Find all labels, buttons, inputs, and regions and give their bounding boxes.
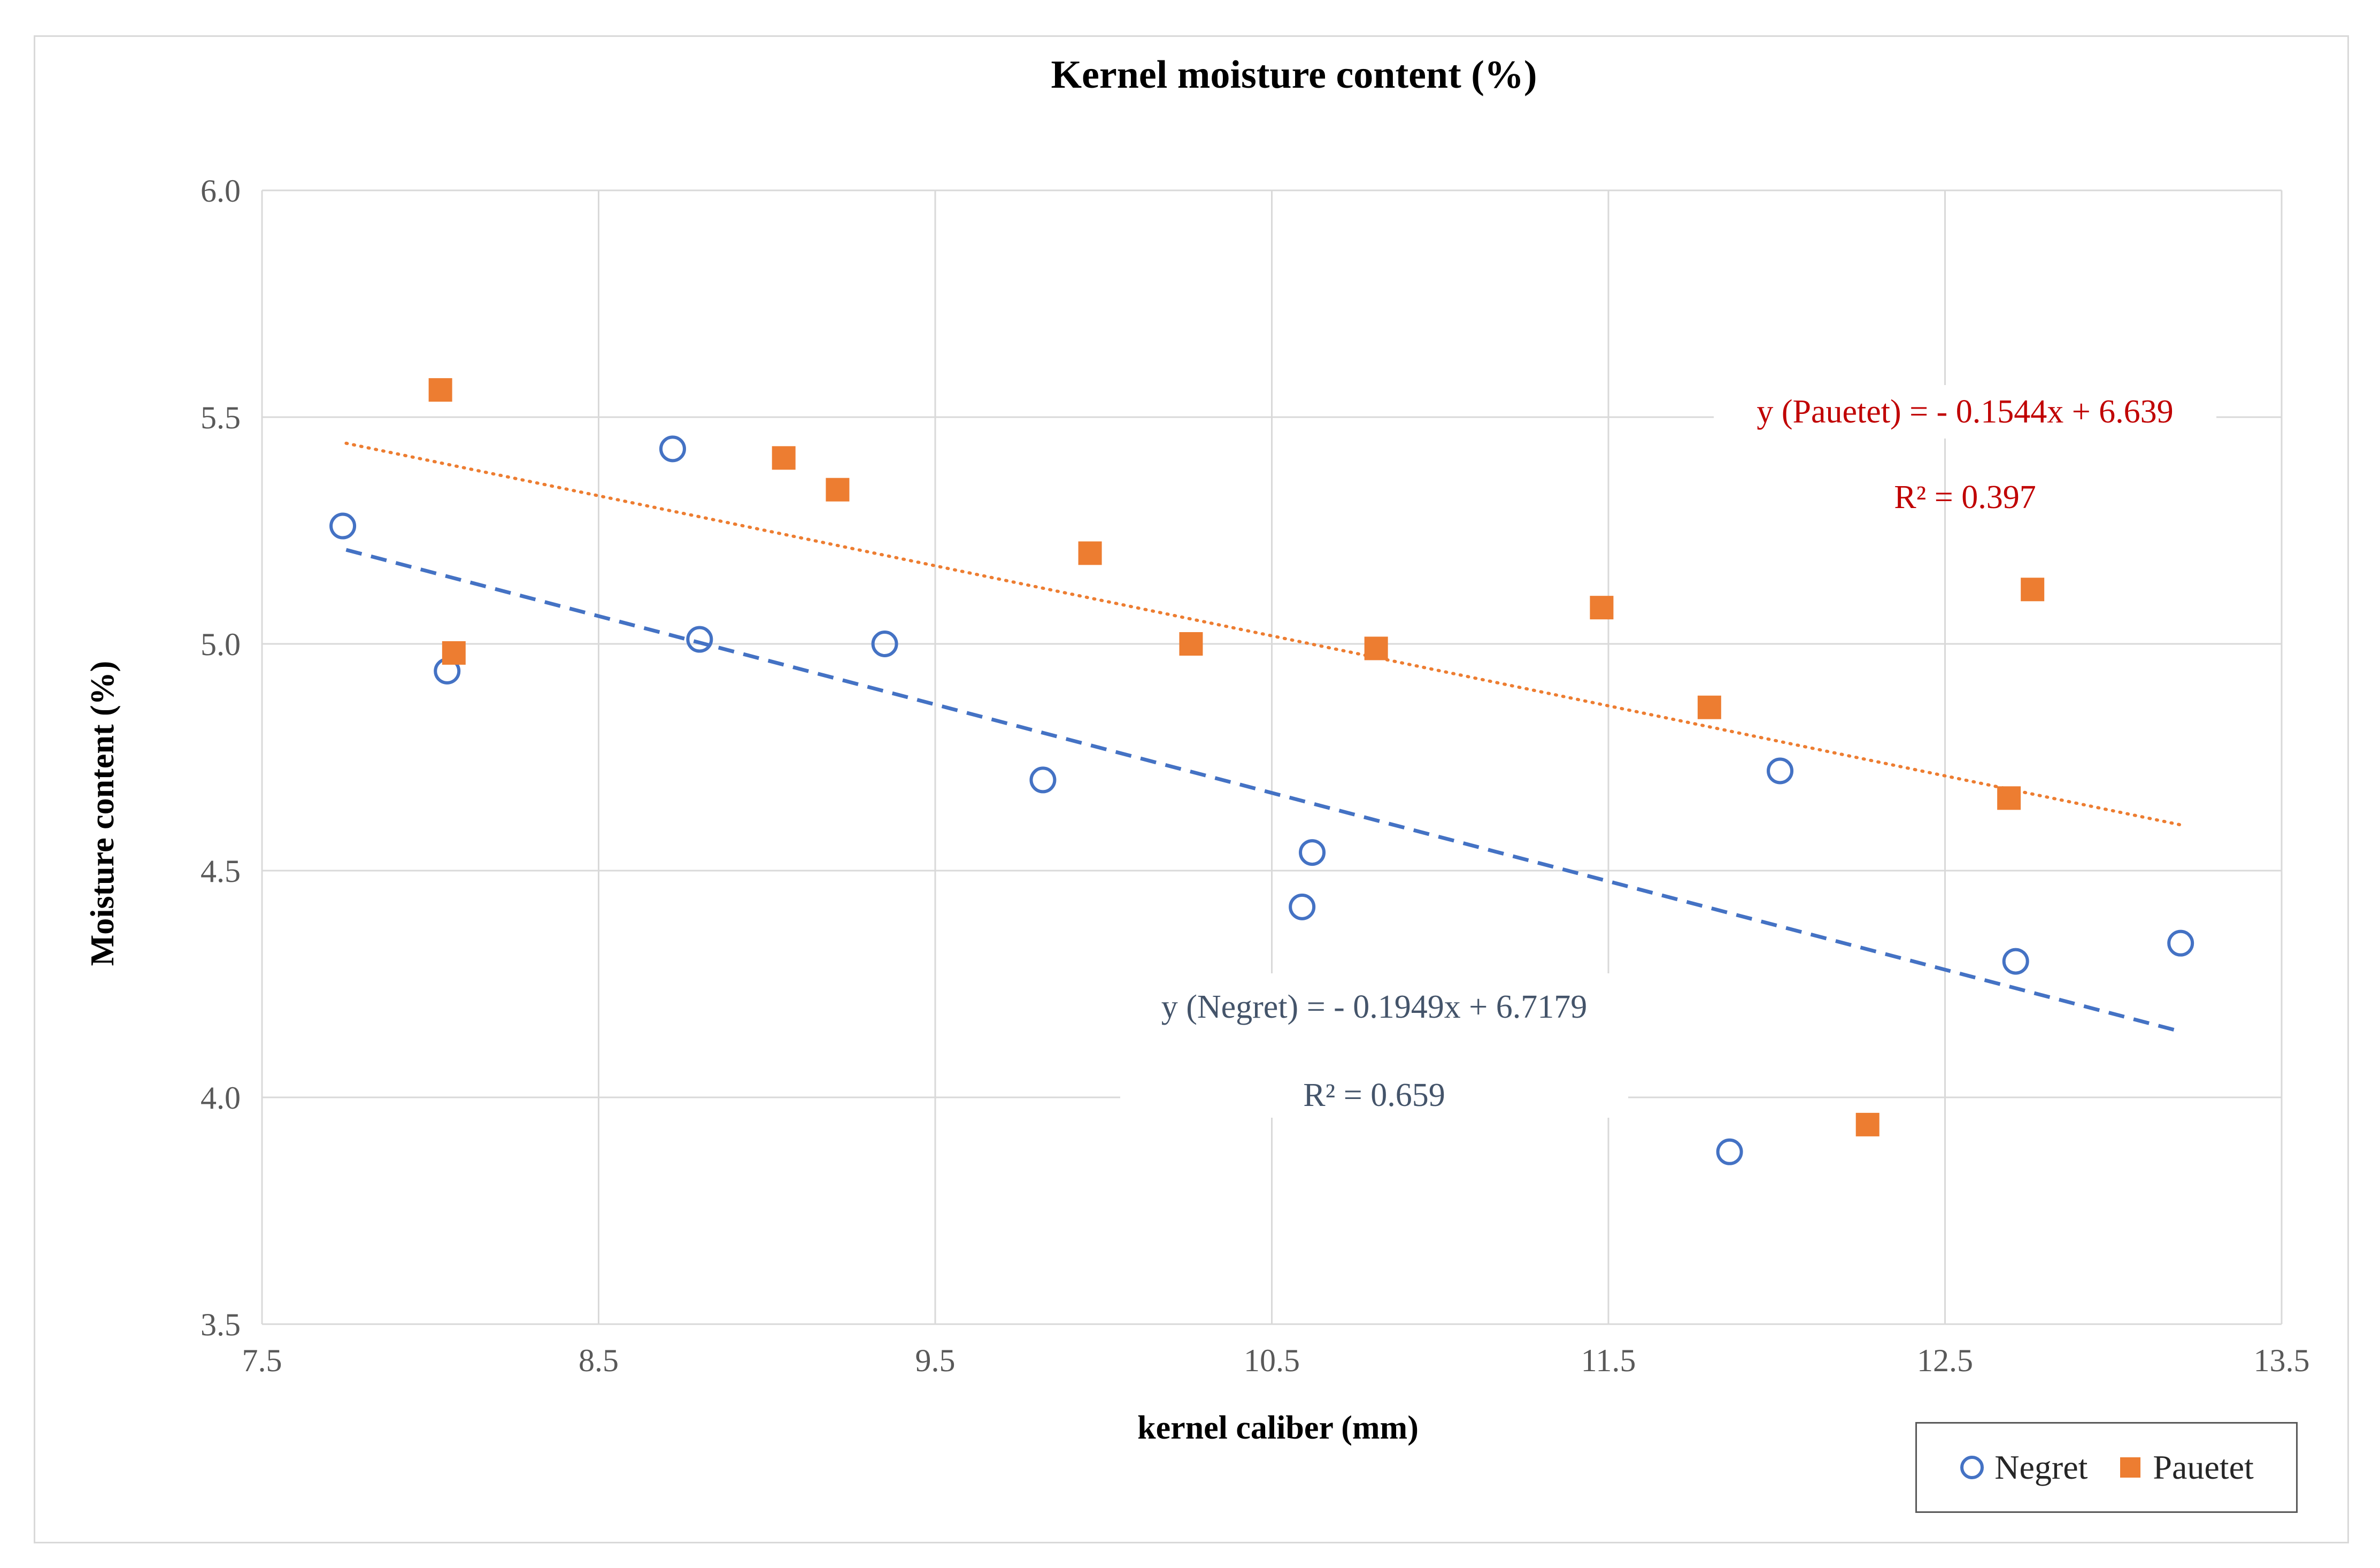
y-tick-label: 5.5 — [201, 400, 241, 435]
point-pauetet — [772, 446, 796, 470]
x-tick-label: 10.5 — [1244, 1343, 1300, 1378]
point-negret — [1716, 1138, 1743, 1165]
pauetet-r-squared: R² = 0.397 — [1894, 479, 2036, 516]
legend-entry-pauetet: Pauetet — [2117, 1448, 2254, 1486]
point-pauetet — [1697, 695, 1721, 719]
chart-frame — [34, 35, 2349, 1543]
point-pauetet — [2021, 578, 2045, 602]
point-pauetet — [826, 478, 850, 502]
y-tick-label: 4.0 — [201, 1080, 241, 1116]
point-pauetet — [1364, 636, 1388, 660]
point-pauetet — [1179, 632, 1203, 656]
trendline-pauetet — [344, 441, 2183, 827]
y-tick-label: 6.0 — [201, 173, 241, 209]
grid-layer — [261, 189, 2283, 1325]
x-tick-label: 7.5 — [242, 1343, 282, 1378]
circle-marker-icon — [1960, 1456, 1984, 1479]
point-negret — [2167, 929, 2194, 957]
point-pauetet — [1997, 786, 2021, 810]
x-tick-label: 11.5 — [1581, 1343, 1636, 1378]
point-pauetet — [428, 378, 452, 402]
legend: Negret Pauetet — [1915, 1422, 2298, 1513]
y-tick-label: 5.0 — [201, 627, 241, 662]
legend-label-negret: Negret — [1994, 1448, 2088, 1486]
negret-equation-backdrop — [1120, 973, 1628, 1118]
x-tick-label: 9.5 — [915, 1343, 956, 1378]
data-points — [329, 378, 2194, 1165]
point-pauetet — [1855, 1112, 1880, 1136]
point-negret — [329, 512, 357, 540]
point-negret — [659, 435, 686, 463]
point-negret — [1767, 757, 1794, 785]
legend-label-pauetet: Pauetet — [2153, 1448, 2254, 1486]
chart-title: Kernel moisture content (%) — [1051, 53, 1537, 97]
y-tick-label: 3.5 — [201, 1307, 241, 1342]
x-tick-label: 13.5 — [2254, 1343, 2310, 1378]
square-marker-icon — [2120, 1457, 2141, 1478]
point-pauetet — [442, 641, 466, 665]
pauetet-equation-backdrop — [1714, 385, 2216, 439]
y-axis-label: Moisture content (%) — [84, 661, 121, 966]
legend-entry-negret: Negret — [1959, 1450, 2088, 1485]
trendline-negret — [345, 548, 2182, 1034]
point-negret — [871, 631, 898, 657]
x-axis-label: kernel caliber (mm) — [1137, 1410, 1419, 1446]
point-negret — [1029, 766, 1057, 794]
point-negret — [2002, 948, 2029, 975]
negret-r-squared: R² = 0.659 — [1303, 1077, 1445, 1113]
x-tick-label: 8.5 — [579, 1343, 619, 1378]
point-negret — [1299, 839, 1326, 866]
pauetet-trendline-equation: y (Pauetet) = - 0.1544x + 6.639 — [1757, 394, 2173, 430]
point-negret — [686, 626, 713, 653]
point-negret — [1289, 893, 1316, 920]
negret-trendline-equation: y (Negret) = - 0.1949x + 6.7179 — [1161, 989, 1588, 1025]
tick-labels: 3.5 4.0 4.5 5.0 5.5 6.0 7.5 8.5 9.5 10.5 11.5 12.5 1… — [201, 173, 2310, 1378]
point-pauetet — [1078, 541, 1102, 565]
y-tick-label: 4.5 — [201, 854, 241, 889]
point-pauetet — [1590, 596, 1614, 620]
x-tick-label: 12.5 — [1917, 1343, 1973, 1378]
trendlines — [344, 441, 2183, 1034]
